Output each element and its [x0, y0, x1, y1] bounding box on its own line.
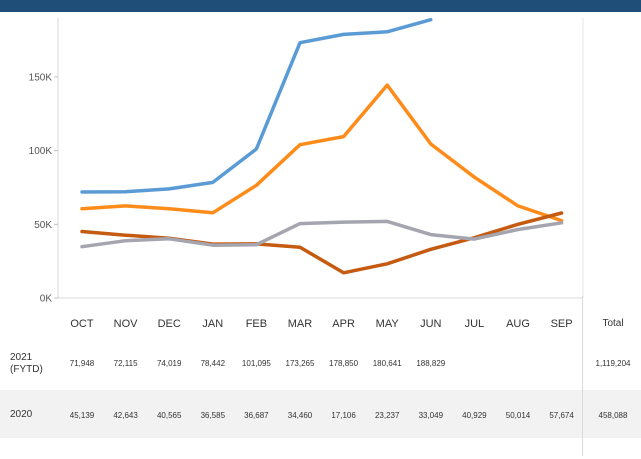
series-line-1: [80, 17, 433, 194]
x-tick-label: MAR: [288, 318, 313, 330]
total-cell: 458,088: [598, 411, 628, 420]
table-cell: 180,641: [372, 359, 402, 368]
table-cell: 50,014: [505, 411, 531, 420]
table-cell: 33,049: [418, 411, 444, 420]
table-cell: 42,643: [113, 411, 138, 420]
table-cell: 57,674: [549, 411, 574, 420]
table-cell: 36,585: [200, 411, 226, 420]
x-tick-label: MAY: [376, 318, 400, 330]
x-tick-label: OCT: [70, 318, 94, 330]
x-tick-label: JUL: [465, 318, 485, 330]
y-tick-label: 150K: [29, 72, 53, 83]
table-row-label: 2021 (FYTD): [10, 352, 43, 375]
table-row-label: 2020: [10, 409, 33, 420]
table-cell: 40,565: [156, 411, 182, 420]
table-cell: 34,460: [287, 411, 313, 420]
header-bar: [0, 0, 641, 12]
series-line-4: [80, 219, 564, 249]
x-tick-label: NOV: [114, 318, 139, 330]
table-row-band: [0, 390, 641, 438]
table-cell: 101,095: [241, 359, 271, 368]
table-cell: 178,850: [329, 359, 359, 368]
table-cell: 71,948: [69, 359, 95, 368]
x-tick-label: SEP: [551, 318, 573, 330]
table-cell: 78,442: [200, 359, 226, 368]
line-chart: 0K 50K 100K 150K OCT NOV DEC JAN FEB MAR APR MAY JUN…: [29, 17, 584, 330]
y-tick-label: 100K: [29, 146, 53, 157]
y-tick-label: 0K: [40, 294, 53, 305]
table-cell: 74,019: [156, 359, 182, 368]
table-cell: 72,115: [113, 359, 138, 368]
x-tick-label: AUG: [506, 318, 530, 330]
y-tick-label: 50K: [34, 220, 52, 231]
table-cell: 188,829: [416, 359, 446, 368]
table-cell: 173,265: [285, 359, 315, 368]
table-cell: 45,139: [69, 411, 95, 420]
table-cell: 36,687: [244, 411, 269, 420]
series-line-2: [80, 83, 564, 223]
table-cell: 40,929: [462, 411, 487, 420]
total-cell: 1,119,204: [595, 359, 631, 368]
x-tick-label: DEC: [158, 318, 181, 330]
x-tick-label: JUN: [420, 318, 441, 330]
x-tick-label: FEB: [246, 318, 267, 330]
x-tick-label: JAN: [202, 318, 223, 330]
table-row-band: [0, 338, 641, 390]
table-cell: 23,237: [374, 411, 400, 420]
table-cell: 17,106: [331, 411, 356, 420]
x-tick-label: APR: [332, 318, 355, 330]
